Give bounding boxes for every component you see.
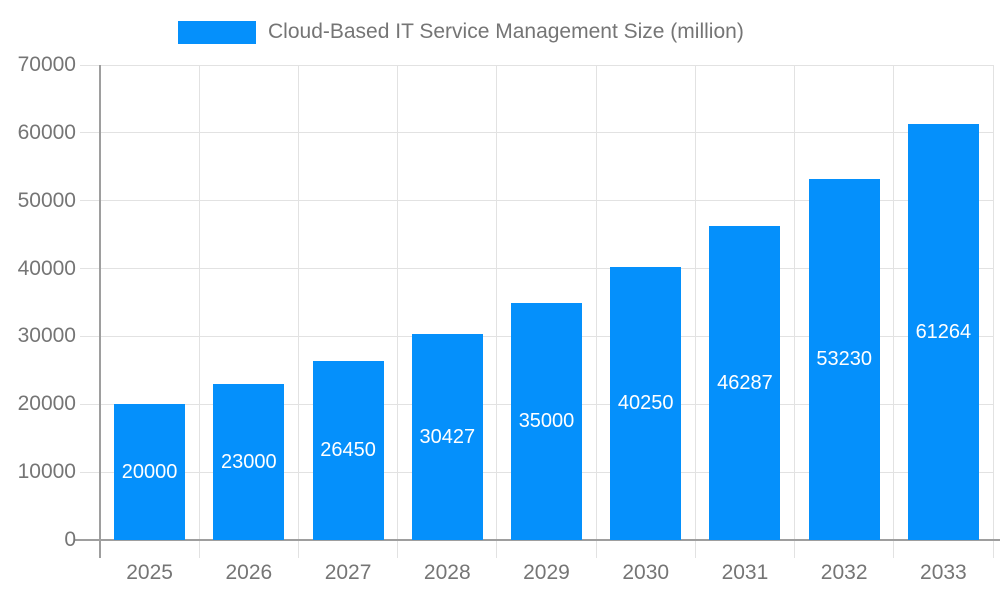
bar[interactable]: 61264 <box>907 124 979 540</box>
chart-legend[interactable]: Cloud-Based IT Service Management Size (… <box>178 15 744 49</box>
x-axis-category-label: 2030 <box>622 561 670 584</box>
bar-value-label: 26450 <box>320 439 376 462</box>
bar[interactable]: 20000 <box>114 404 186 540</box>
y-axis-tick-label: 40000 <box>17 256 76 280</box>
y-axis-tick-label: 20000 <box>17 392 76 416</box>
x-gridline <box>198 65 200 558</box>
y-gridline <box>80 132 993 134</box>
bar[interactable]: 40250 <box>610 266 682 540</box>
x-axis-category-label: 2033 <box>920 561 967 584</box>
x-gridline <box>496 65 498 558</box>
y-gridline <box>80 268 993 270</box>
x-gridline <box>794 65 796 558</box>
legend-label: Cloud-Based IT Service Management Size (… <box>268 20 744 43</box>
y-gridline <box>80 64 993 66</box>
y-axis-tick-label: 0 <box>64 528 76 551</box>
bar[interactable]: 30427 <box>411 333 483 540</box>
x-gridline <box>893 65 895 558</box>
bar-value-label: 23000 <box>221 450 277 473</box>
x-axis-category-label: 2029 <box>523 561 570 584</box>
bar-value-label: 30427 <box>419 425 476 448</box>
x-axis-category-label: 2025 <box>126 561 173 584</box>
bar-value-label: 46287 <box>717 371 773 394</box>
bar[interactable]: 46287 <box>709 225 781 540</box>
bar[interactable]: 53230 <box>808 178 880 540</box>
x-axis-line <box>75 539 1000 541</box>
x-gridline <box>297 65 299 558</box>
bar-value-label: 35000 <box>518 410 575 433</box>
bar-value-label: 53230 <box>816 348 872 371</box>
y-axis-tick-label: 70000 <box>17 53 76 76</box>
x-gridline <box>397 65 399 558</box>
x-gridline <box>694 65 696 558</box>
y-axis-tick-label: 50000 <box>17 188 76 212</box>
y-axis-tick-label: 60000 <box>17 120 76 144</box>
x-axis-category-label: 2028 <box>423 561 471 584</box>
x-gridline <box>595 65 597 558</box>
bar-value-label: 40250 <box>617 392 674 415</box>
x-gridline <box>992 65 994 558</box>
x-axis-category-label: 2032 <box>820 561 868 584</box>
x-axis-category-label: 2031 <box>721 561 769 584</box>
bar[interactable]: 26450 <box>312 360 384 540</box>
bar-value-label: 20000 <box>121 461 178 484</box>
y-axis-tick-label: 30000 <box>17 324 76 348</box>
legend-swatch-icon <box>178 20 256 44</box>
x-axis-category-label: 2026 <box>225 561 273 584</box>
y-axis-tick-label: 10000 <box>17 460 76 484</box>
bar[interactable]: 35000 <box>511 302 582 540</box>
y-gridline <box>80 200 993 202</box>
bar-value-label: 61264 <box>915 321 972 344</box>
y-axis-line <box>99 65 101 558</box>
x-axis-category-label: 2027 <box>324 561 372 584</box>
bar[interactable]: 23000 <box>213 383 285 540</box>
